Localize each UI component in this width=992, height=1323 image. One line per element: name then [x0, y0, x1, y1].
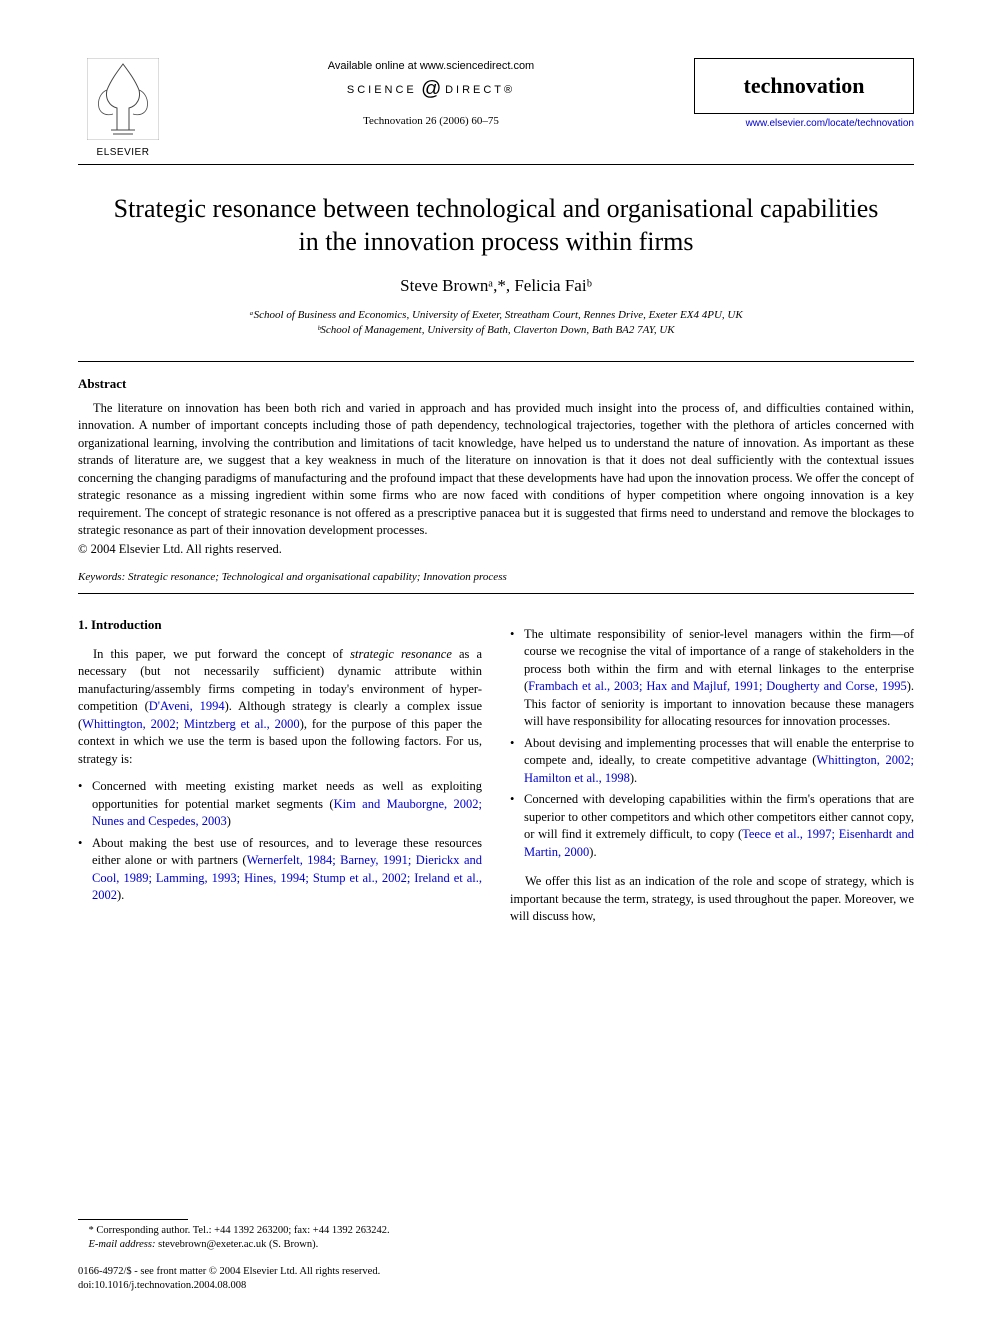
affiliations: ᵃSchool of Business and Economics, Unive…: [78, 308, 914, 339]
intro-para-1: In this paper, we put forward the concep…: [78, 646, 482, 769]
abstract-text: The literature on innovation has been bo…: [78, 401, 914, 538]
journal-title-box: technovation: [694, 58, 914, 114]
available-online-text: Available online at www.sciencedirect.co…: [168, 60, 694, 72]
cite-daveni[interactable]: D'Aveni, 1994: [149, 699, 225, 713]
email-label: E-mail address:: [89, 1239, 156, 1250]
bullet-3: The ultimate responsibility of senior-le…: [510, 626, 914, 731]
sd-right: DIRECT®: [445, 84, 515, 96]
journal-title: technovation: [705, 73, 903, 99]
center-header: Available online at www.sciencedirect.co…: [168, 58, 694, 127]
copyright-line: © 2004 Elsevier Ltd. All rights reserved…: [78, 542, 914, 557]
abstract-body: The literature on innovation has been bo…: [78, 400, 914, 540]
article-title: Strategic resonance between technologica…: [108, 193, 884, 258]
pre-abstract-rule: [78, 361, 914, 362]
journal-reference: Technovation 26 (2006) 60–75: [168, 115, 694, 127]
right-column: The ultimate responsibility of senior-le…: [510, 616, 914, 926]
strategy-bullet-list-left: Concerned with meeting existing market n…: [78, 778, 482, 905]
journal-url[interactable]: www.elsevier.com/locate/technovation: [694, 118, 914, 129]
bullet-2: About making the best use of resources, …: [78, 835, 482, 905]
bullet-1: Concerned with meeting existing market n…: [78, 778, 482, 831]
bullet-4: About devising and implementing processe…: [510, 735, 914, 788]
email-line: E-mail address: stevebrown@exeter.ac.uk …: [78, 1238, 478, 1252]
body-columns: 1. Introduction In this paper, we put fo…: [78, 616, 914, 926]
section-1-heading: 1. Introduction: [78, 616, 482, 634]
front-matter-line: 0166-4972/$ - see front matter © 2004 El…: [78, 1265, 478, 1279]
left-column: 1. Introduction In this paper, we put fo…: [78, 616, 482, 926]
cite-frambach-etal[interactable]: Frambach et al., 2003; Hax and Majluf, 1…: [528, 679, 907, 693]
header-rule: [78, 164, 914, 165]
corresponding-author: * Corresponding author. Tel.: +44 1392 2…: [78, 1224, 478, 1238]
keywords-text: Strategic resonance; Technological and o…: [128, 571, 507, 583]
sd-left: SCIENCE: [347, 84, 417, 96]
footer-block: * Corresponding author. Tel.: +44 1392 2…: [78, 1219, 478, 1293]
science-direct-logo: SCIENCE @ DIRECT®: [347, 78, 515, 101]
keywords-line: Keywords: Strategic resonance; Technolog…: [78, 571, 914, 583]
affiliation-b: ᵇSchool of Management, University of Bat…: [78, 323, 914, 338]
elsevier-tree-icon: [87, 58, 159, 140]
email-value: stevebrown@exeter.ac.uk (S. Brown).: [158, 1239, 318, 1250]
journal-block: technovation www.elsevier.com/locate/tec…: [694, 58, 914, 129]
publisher-logo-block: ELSEVIER: [78, 58, 168, 158]
keywords-label: Keywords:: [78, 571, 125, 583]
bullet-5: Concerned with developing capabilities w…: [510, 791, 914, 861]
affiliation-a: ᵃSchool of Business and Economics, Unive…: [78, 308, 914, 323]
strategy-bullet-list-right: The ultimate responsibility of senior-le…: [510, 626, 914, 862]
post-keywords-rule: [78, 593, 914, 594]
doi-line: doi:10.1016/j.technovation.2004.08.008: [78, 1279, 478, 1293]
authors: Steve Brownᵃ,*, Felicia Faiᵇ: [78, 276, 914, 296]
cite-whittington-mintzberg[interactable]: Whittington, 2002; Mintzberg et al., 200…: [82, 717, 300, 731]
page-header: ELSEVIER Available online at www.science…: [78, 58, 914, 158]
intro-para-2: We offer this list as an indication of t…: [510, 873, 914, 926]
abstract-heading: Abstract: [78, 376, 914, 392]
front-matter: 0166-4972/$ - see front matter © 2004 El…: [78, 1265, 478, 1293]
em-strategic-resonance: strategic resonance: [350, 647, 452, 661]
sd-glyph-icon: @: [421, 78, 441, 101]
publisher-label: ELSEVIER: [78, 147, 168, 158]
footer-rule: [78, 1219, 188, 1220]
